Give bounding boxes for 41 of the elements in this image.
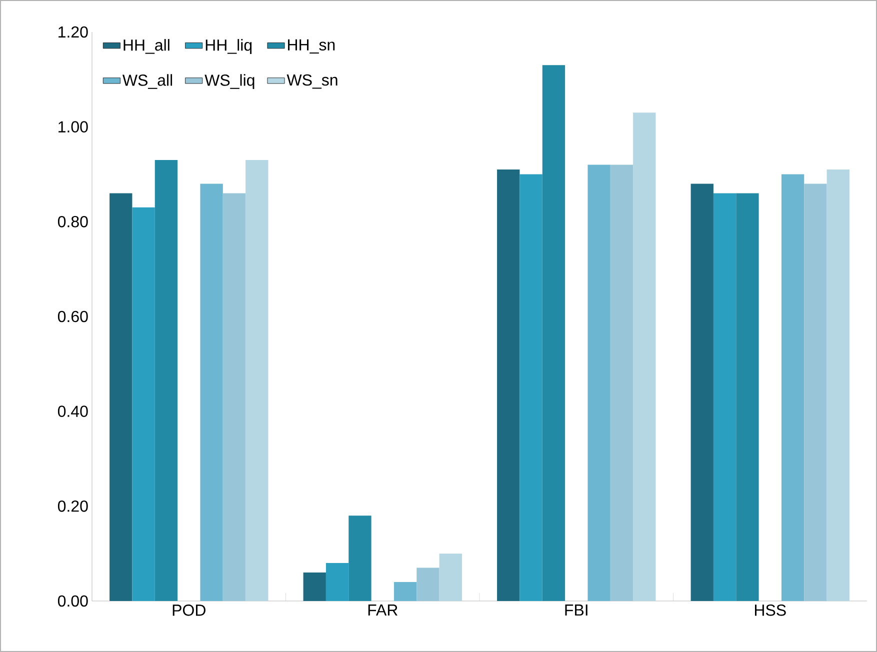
bar: [610, 164, 634, 601]
x-tick-label: FBI: [565, 604, 588, 616]
legend-label: HH_sn: [288, 39, 335, 54]
x-tick-label: HSS: [755, 604, 786, 616]
bar: [303, 572, 326, 601]
y-tick-label: 1.20: [58, 26, 88, 38]
legend-label: WS_all: [122, 74, 172, 89]
bar: [588, 164, 610, 601]
y-tick-label: 0.00: [58, 595, 88, 607]
x-tick-label: POD: [172, 604, 206, 616]
bar: [520, 174, 542, 601]
legend-label: HH_all: [124, 39, 170, 54]
bar: [394, 582, 417, 601]
bar: [804, 184, 827, 601]
bar: [713, 193, 736, 601]
bar: [690, 184, 714, 601]
legend-label: WS_sn: [286, 74, 338, 89]
bar: [222, 193, 246, 601]
bar: [246, 160, 268, 601]
y-tick-label: 0.20: [58, 500, 88, 512]
bar: [416, 568, 440, 601]
bar: [781, 174, 804, 601]
y-tick-label: 0.40: [58, 406, 88, 417]
y-tick-label: 0.60: [58, 310, 88, 322]
bar: [200, 184, 223, 601]
bar: [348, 516, 372, 601]
y-tick-label: 1.00: [58, 121, 88, 132]
y-tick-label: 0.80: [58, 216, 88, 228]
bar: [439, 554, 462, 601]
bar: [154, 160, 178, 601]
bar: [110, 193, 132, 601]
bar: [326, 563, 349, 601]
legend-label: HH_liq: [206, 39, 252, 54]
bar: [826, 169, 850, 601]
bar: [497, 169, 520, 601]
bar: [542, 65, 566, 601]
x-tick-label: FAR: [368, 604, 398, 616]
bar: [736, 193, 759, 601]
legend-label: WS_liq: [204, 74, 254, 90]
bar: [132, 207, 155, 601]
bar: [633, 112, 656, 601]
